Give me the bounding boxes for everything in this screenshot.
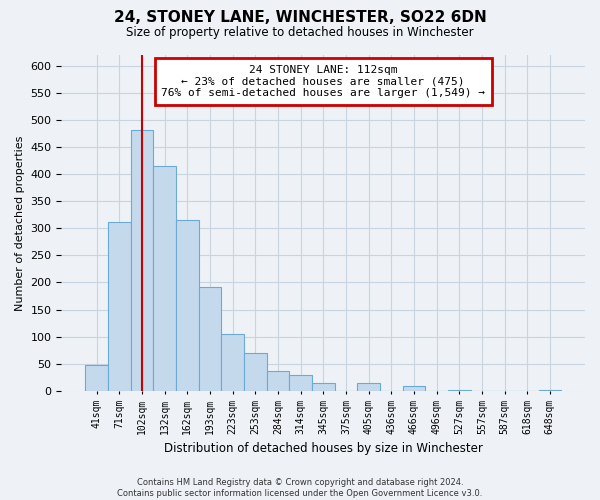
Bar (131, 130, 153, 391)
Text: 24 STONEY LANE: 112sqm
← 23% of detached houses are smaller (475)
76% of semi-de: 24 STONEY LANE: 112sqm ← 23% of detached… (161, 65, 485, 98)
Bar (539, 390, 561, 391)
Bar (199, 287, 221, 391)
Bar (357, 383, 380, 391)
Bar (448, 390, 470, 391)
Bar (312, 383, 335, 391)
Text: Contains HM Land Registry data © Crown copyright and database right 2024.
Contai: Contains HM Land Registry data © Crown c… (118, 478, 482, 498)
Text: Size of property relative to detached houses in Winchester: Size of property relative to detached ho… (126, 26, 474, 39)
Bar (176, 220, 199, 391)
Bar (289, 374, 312, 391)
Y-axis label: Number of detached properties: Number of detached properties (15, 135, 25, 310)
Bar (108, 222, 131, 391)
Bar (221, 334, 244, 391)
X-axis label: Distribution of detached houses by size in Winchester: Distribution of detached houses by size … (164, 442, 482, 455)
Bar (266, 372, 289, 391)
Bar (244, 354, 266, 391)
Text: 24, STONEY LANE, WINCHESTER, SO22 6DN: 24, STONEY LANE, WINCHESTER, SO22 6DN (113, 10, 487, 25)
Bar (85, 366, 108, 391)
Bar (403, 386, 425, 391)
Bar (153, 166, 176, 391)
